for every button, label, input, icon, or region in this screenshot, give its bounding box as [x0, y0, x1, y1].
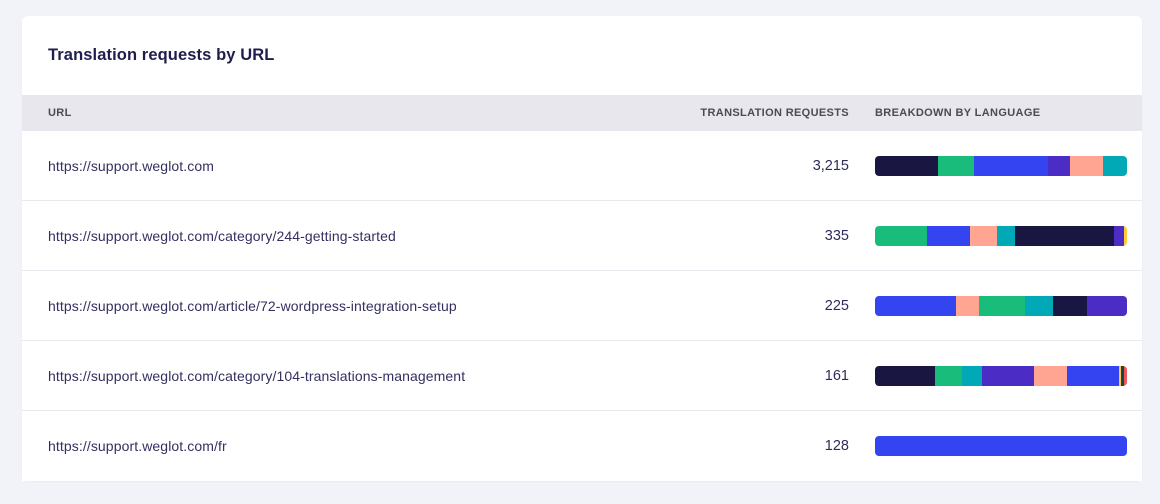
table-row: https://support.weglot.com 3,215 — [22, 131, 1142, 201]
row-url: https://support.weglot.com/category/104-… — [48, 367, 466, 384]
table-header-row: URL TRANSLATION REQUESTS BREAKDOWN BY LA… — [22, 95, 1142, 131]
row-url: https://support.weglot.com/fr — [48, 438, 227, 454]
language-segment-green — [875, 225, 928, 246]
row-translation-requests: 128 — [824, 438, 849, 454]
language-segment-teal — [1102, 155, 1127, 176]
language-segment-navy — [875, 365, 935, 386]
row-translation-requests: 3,215 — [812, 157, 849, 174]
language-segment-purple — [1113, 225, 1125, 246]
translation-requests-card: Translation requests by URL URL TRANSLAT… — [22, 16, 1142, 481]
row-url: https://support.weglot.com — [48, 157, 215, 174]
column-header-breakdown-by-language: BREAKDOWN BY LANGUAGE — [875, 107, 1041, 119]
language-segment-darkgreen — [1120, 365, 1124, 386]
language-segment-navy — [1014, 225, 1114, 246]
language-segment-navy — [875, 155, 938, 176]
language-segment-salmon — [1069, 155, 1103, 176]
row-url: https://support.weglot.com/article/72-wo… — [48, 297, 457, 314]
language-segment-purple — [1087, 295, 1127, 316]
table-row: https://support.weglot.com/category/244-… — [22, 201, 1142, 271]
language-breakdown-bar — [875, 436, 1127, 456]
table-row: https://support.weglot.com/fr 128 — [22, 411, 1142, 481]
table-body: https://support.weglot.com 3,215 https:/… — [22, 131, 1142, 481]
card-header: Translation requests by URL — [22, 16, 1142, 95]
language-segment-blue — [875, 295, 957, 316]
language-breakdown-bar — [875, 295, 1127, 316]
language-breakdown-bar — [875, 365, 1127, 386]
language-segment-green — [978, 295, 1025, 316]
language-segment-green — [937, 155, 975, 176]
row-url: https://support.weglot.com/category/244-… — [48, 227, 396, 244]
card-title: Translation requests by URL — [48, 46, 275, 64]
row-translation-requests: 335 — [824, 227, 849, 244]
language-breakdown-bar — [875, 225, 1127, 246]
language-segment-salmon — [956, 295, 979, 316]
language-segment-teal — [1024, 295, 1053, 316]
column-header-url: URL — [48, 107, 72, 119]
language-segment-yellow — [1118, 365, 1121, 386]
language-segment-purple — [981, 365, 1034, 386]
language-segment-blue — [927, 225, 970, 246]
language-segment-blue — [974, 155, 1048, 176]
row-translation-requests: 225 — [824, 297, 849, 314]
table-row: https://support.weglot.com/article/72-wo… — [22, 271, 1142, 341]
column-header-translation-requests: TRANSLATION REQUESTS — [700, 107, 849, 119]
language-segment-salmon — [1033, 365, 1067, 386]
row-translation-requests: 161 — [824, 367, 849, 384]
language-segment-yellow — [1124, 225, 1127, 246]
table-row: https://support.weglot.com/category/104-… — [22, 341, 1142, 411]
language-segment-red — [1123, 365, 1127, 386]
language-segment-salmon — [969, 225, 997, 246]
language-segment-purple — [1047, 155, 1070, 176]
language-segment-blue — [1066, 365, 1119, 386]
language-segment-green — [934, 365, 962, 386]
language-segment-blue — [875, 436, 1127, 456]
language-segment-teal — [961, 365, 982, 386]
language-segment-navy — [1052, 295, 1088, 316]
language-segment-teal — [996, 225, 1015, 246]
language-breakdown-bar — [875, 155, 1127, 176]
